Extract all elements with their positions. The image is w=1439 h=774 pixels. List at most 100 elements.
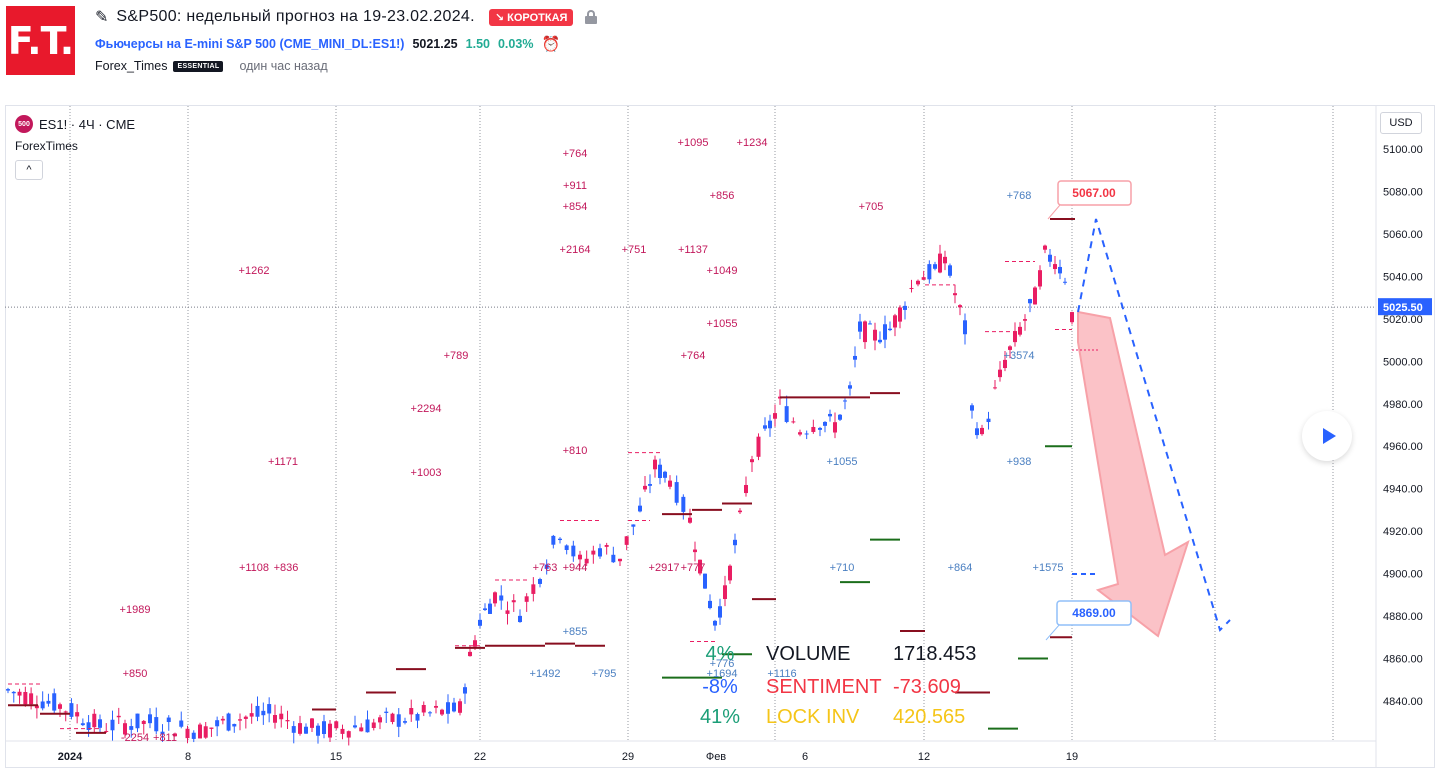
candle-body xyxy=(618,558,622,562)
symbol-row: Фьючерсы на E-mini S&P 500 (CME_MINI_DL:… xyxy=(95,35,560,53)
volume-annotation: +1116 xyxy=(767,668,796,680)
candle-body xyxy=(154,717,159,732)
chart-container[interactable] xyxy=(5,105,1435,768)
candle-body xyxy=(409,708,414,715)
candle-body xyxy=(104,730,109,732)
play-icon xyxy=(1322,428,1336,444)
volume-annotation: +1049 xyxy=(707,265,738,277)
volume-annotation: +1137 xyxy=(678,244,708,256)
volume-annotation: +764 xyxy=(681,350,706,362)
volume-annotation: +911 xyxy=(563,180,587,192)
candle-body xyxy=(658,464,662,479)
candle-body xyxy=(823,421,827,426)
candle-body xyxy=(384,711,389,713)
candle-body xyxy=(185,728,190,739)
candle-body xyxy=(421,704,426,713)
candle-body xyxy=(191,732,196,739)
candle-body xyxy=(828,413,832,417)
candle-body xyxy=(371,722,376,728)
chart-symbol-label[interactable]: ES1! · 4Ч · CME xyxy=(39,116,136,132)
indicator-label[interactable]: ForexTimes xyxy=(15,139,78,153)
volume-annotation: +1575 xyxy=(1033,562,1064,574)
candle-body xyxy=(98,719,102,728)
volume-annotation: +1262 xyxy=(239,265,270,277)
candle-body xyxy=(986,418,991,423)
stat-value: 1718.453 xyxy=(893,643,976,665)
candle-body xyxy=(631,524,636,527)
candle-body xyxy=(963,320,967,335)
collapse-legend-button[interactable]: ^ xyxy=(15,160,43,180)
volume-annotation: +1171 xyxy=(268,456,298,468)
candle-body xyxy=(58,704,62,709)
currency-selector[interactable]: USD xyxy=(1380,112,1422,134)
candle-body xyxy=(1048,254,1052,262)
volume-annotation: +776 xyxy=(710,658,735,670)
candle-body xyxy=(23,691,28,705)
candle-body xyxy=(123,723,127,735)
candle-body xyxy=(458,701,462,713)
price-tick-label: 5000.00 xyxy=(1383,356,1423,368)
candle-body xyxy=(135,713,140,729)
candle-body xyxy=(1003,359,1007,369)
candle-body xyxy=(1063,281,1067,283)
candle-body xyxy=(316,725,320,736)
candle-body xyxy=(773,413,777,419)
candle-body xyxy=(544,564,549,569)
candle-body xyxy=(624,536,629,545)
candle-body xyxy=(611,554,616,563)
candle-body xyxy=(791,421,796,423)
price-tick-label: 5080.00 xyxy=(1383,186,1423,198)
target-high-label: 5067.00 xyxy=(1072,186,1116,200)
candle-body xyxy=(86,722,91,731)
candle-body xyxy=(571,545,576,557)
candle-body xyxy=(893,315,897,328)
candle-body xyxy=(564,545,569,550)
candle-body xyxy=(52,693,57,711)
candle-body xyxy=(69,703,74,717)
volume-annotation: +1989 xyxy=(120,604,151,616)
chevron-up-icon: ^ xyxy=(26,164,32,176)
current-price-marker xyxy=(1378,298,1432,316)
candle-body xyxy=(249,713,254,717)
candle-body xyxy=(688,517,692,523)
candle-body xyxy=(110,719,115,731)
candle-body xyxy=(434,705,438,708)
candle-body xyxy=(148,714,152,724)
candle-body xyxy=(723,585,727,600)
candle-body xyxy=(220,718,225,721)
symbol-name-link[interactable]: Фьючерсы на E-mini S&P 500 (CME_MINI_DL:… xyxy=(95,37,405,51)
volume-annotation: +2294 xyxy=(411,403,442,415)
time-tick-label: 15 xyxy=(330,751,342,763)
price-tick-label: 4920.00 xyxy=(1383,526,1423,538)
volume-annotation: +795 xyxy=(592,668,617,680)
candle-body xyxy=(463,687,467,694)
candle-body xyxy=(538,579,542,584)
candle-body xyxy=(203,726,208,738)
play-button[interactable] xyxy=(1302,411,1352,461)
candle-body xyxy=(833,422,837,433)
candle-body xyxy=(428,712,432,714)
candle-body xyxy=(943,256,947,264)
alarm-clock-icon[interactable]: ⏰ xyxy=(541,36,561,53)
volume-annotation: +811 xyxy=(153,732,177,744)
candle-body xyxy=(883,324,887,340)
candle-body xyxy=(848,385,852,389)
candle-body xyxy=(1008,346,1012,350)
candle-body xyxy=(558,538,562,541)
stat-percent: 41% xyxy=(700,706,740,728)
publish-time: один час назад xyxy=(239,59,328,73)
symbol-change: 1.50 xyxy=(465,37,490,51)
candle-body xyxy=(668,480,672,487)
candle-body xyxy=(728,565,732,581)
volume-annotation: +764 xyxy=(563,148,588,160)
author-name[interactable]: Forex_Times xyxy=(95,59,168,73)
symbol-price: 5021.25 xyxy=(412,37,458,51)
candle-body xyxy=(334,721,339,729)
volume-annotation: +938 xyxy=(1007,456,1032,468)
candle-body xyxy=(40,701,45,709)
candle-body xyxy=(898,307,902,322)
volume-annotation: +2164 xyxy=(560,244,591,256)
candle-body xyxy=(75,712,80,717)
volume-annotation: +836 xyxy=(274,562,299,574)
